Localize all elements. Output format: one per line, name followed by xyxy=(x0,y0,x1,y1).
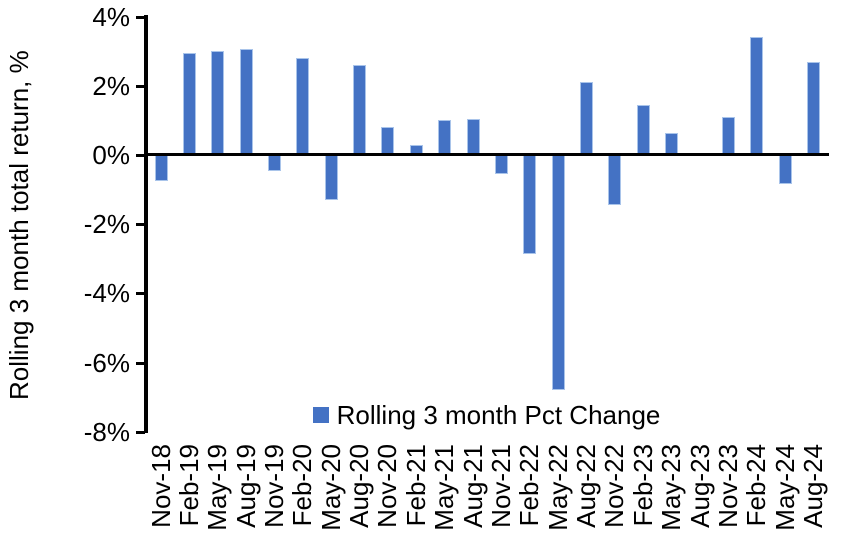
legend: Rolling 3 month Pct Change xyxy=(144,402,829,428)
x-tick-label: Feb-20 xyxy=(287,444,318,527)
bar-Aug-20 xyxy=(353,65,367,155)
x-tick-label: May-24 xyxy=(769,444,800,531)
bar-Aug-22 xyxy=(580,82,594,155)
y-tick-mark xyxy=(136,84,145,88)
y-tick-label: -2% xyxy=(83,209,130,240)
x-tick-label: May-21 xyxy=(429,444,460,531)
y-tick-label: 2% xyxy=(92,70,130,101)
x-tick-label: Aug-20 xyxy=(344,444,375,528)
bar-Feb-22 xyxy=(523,155,537,254)
x-tick-label: Aug-24 xyxy=(798,444,828,528)
x-tick-label: May-19 xyxy=(202,444,233,531)
bar-Nov-23 xyxy=(721,116,735,155)
y-tick-mark xyxy=(136,361,145,365)
y-tick-label: -6% xyxy=(83,347,130,378)
y-tick-mark xyxy=(136,292,145,296)
y-tick-mark xyxy=(136,154,145,157)
bar-May-23 xyxy=(665,132,679,155)
x-tick-label: Feb-21 xyxy=(400,444,431,527)
x-tick-label: Nov-19 xyxy=(258,444,289,528)
x-tick-label: Feb-19 xyxy=(173,444,204,527)
bar-Feb-20 xyxy=(296,58,310,155)
x-tick-label: May-20 xyxy=(315,444,346,531)
x-tick-label: Nov-21 xyxy=(485,444,516,528)
bar-Nov-22 xyxy=(608,155,622,206)
bar-Aug-21 xyxy=(466,118,480,155)
bar-Nov-21 xyxy=(494,155,508,175)
y-tick-mark xyxy=(136,223,145,227)
zero-line xyxy=(144,153,829,156)
bar-Nov-20 xyxy=(381,127,395,155)
x-tick-label: Nov-18 xyxy=(145,444,176,528)
bar-Feb-19 xyxy=(182,52,196,155)
legend-label: Rolling 3 month Pct Change xyxy=(336,400,661,430)
x-tick-label: May-23 xyxy=(656,444,687,531)
y-tick-label: -4% xyxy=(83,278,130,309)
bar-May-24 xyxy=(778,155,792,185)
x-tick-label: Aug-21 xyxy=(457,444,488,528)
bar-May-22 xyxy=(551,155,565,391)
bar-May-21 xyxy=(438,120,452,155)
bar-Aug-19 xyxy=(239,49,253,155)
x-tick-label: Aug-22 xyxy=(571,444,602,528)
y-tick-mark xyxy=(136,15,145,19)
x-tick-label: Aug-23 xyxy=(684,444,715,528)
y-tick-label: 0% xyxy=(92,140,130,170)
bar-Nov-19 xyxy=(267,155,281,171)
y-tick-label: 4% xyxy=(92,1,130,32)
x-tick-label: May-22 xyxy=(542,444,573,531)
y-tick-label: -8% xyxy=(83,416,130,447)
y-tick-mark xyxy=(136,430,145,434)
bar-Feb-24 xyxy=(750,37,764,155)
bar-Nov-18 xyxy=(154,155,168,181)
bar-May-19 xyxy=(211,51,225,155)
x-tick-label: Aug-19 xyxy=(230,444,261,528)
x-tick-label: Feb-24 xyxy=(741,444,772,527)
x-tick-label: Feb-23 xyxy=(627,444,658,527)
bar-Feb-23 xyxy=(636,104,650,155)
legend-color-swatch xyxy=(312,407,329,423)
y-axis-line xyxy=(144,15,148,433)
x-tick-label: Feb-22 xyxy=(514,444,545,527)
x-tick-label: Nov-23 xyxy=(712,444,743,528)
bar-May-20 xyxy=(324,155,338,200)
bar-Aug-24 xyxy=(807,61,820,155)
x-tick-label: Nov-20 xyxy=(372,444,403,528)
x-tick-label: Nov-22 xyxy=(599,444,630,528)
